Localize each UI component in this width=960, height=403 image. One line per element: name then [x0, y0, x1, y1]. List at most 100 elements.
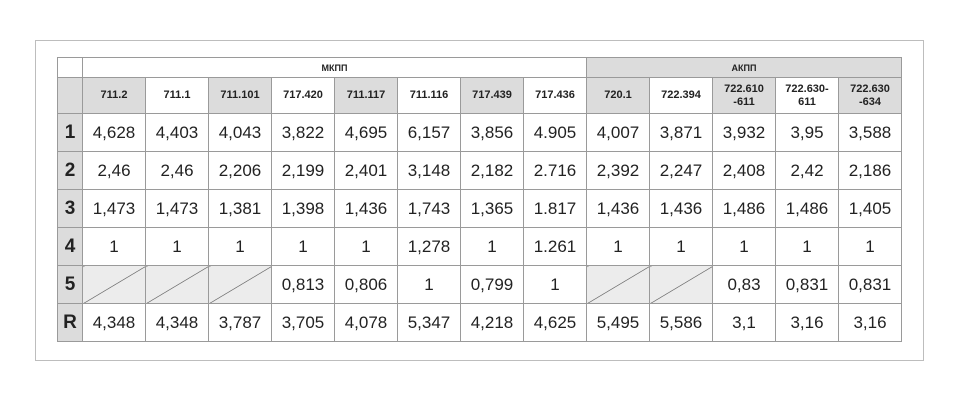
value-cell: 1 [397, 265, 461, 304]
value-cell: 3,871 [649, 113, 713, 152]
column-header: 711.101 [208, 77, 272, 114]
header-row: 711.2 711.1 711.101 717.420 711.117 711.116 71… [57, 77, 902, 114]
corner-cell [57, 77, 83, 114]
row-label: R [57, 303, 83, 342]
value-cell: 1.261 [523, 227, 587, 266]
value-cell: 4,348 [82, 303, 146, 342]
value-cell: 1 [775, 227, 839, 266]
value-cell: 1,473 [145, 189, 209, 228]
column-header: 711.117 [334, 77, 398, 114]
value-cell: 3,148 [397, 151, 461, 190]
value-cell: 5,586 [649, 303, 713, 342]
empty-cell [586, 265, 650, 304]
column-header: 711.1 [145, 77, 209, 114]
row-label: 5 [57, 265, 83, 304]
value-cell: 3,822 [271, 113, 335, 152]
column-header: 722.394 [649, 77, 713, 114]
value-cell: 1.817 [523, 189, 587, 228]
value-cell: 2,182 [460, 151, 524, 190]
value-cell: 1 [586, 227, 650, 266]
data-row: 5 0,813 0,806 1 0,799 1 0,83 0,831 0,831 [57, 265, 902, 304]
column-header: 722.610 -611 [712, 77, 776, 114]
empty-cell [649, 265, 713, 304]
column-header: 717.439 [460, 77, 524, 114]
gear-ratio-table: МКПП АКПП 711.2 711.1 711.101 717.420 711.117 7… [57, 57, 902, 342]
value-cell: 0,83 [712, 265, 776, 304]
value-cell: 0,806 [334, 265, 398, 304]
value-cell: 4,695 [334, 113, 398, 152]
value-cell: 2,46 [82, 151, 146, 190]
value-cell: 4,043 [208, 113, 272, 152]
value-cell: 2,206 [208, 151, 272, 190]
empty-cell [82, 265, 146, 304]
row-label: 1 [57, 113, 83, 152]
value-cell: 0,831 [775, 265, 839, 304]
value-cell: 4,218 [460, 303, 524, 342]
value-cell: 1,473 [82, 189, 146, 228]
value-cell: 2.716 [523, 151, 587, 190]
value-cell: 4,403 [145, 113, 209, 152]
row-label: 3 [57, 189, 83, 228]
row-label: 4 [57, 227, 83, 266]
value-cell: 1,436 [334, 189, 398, 228]
value-cell: 3,95 [775, 113, 839, 152]
column-header: 717.420 [271, 77, 335, 114]
value-cell: 1 [523, 265, 587, 304]
frame [35, 40, 924, 361]
value-cell: 4,007 [586, 113, 650, 152]
value-cell: 4,348 [145, 303, 209, 342]
value-cell: 4.905 [523, 113, 587, 152]
value-cell: 1 [838, 227, 902, 266]
column-header: 722.630- 611 [775, 77, 839, 114]
value-cell: 1 [271, 227, 335, 266]
value-cell: 0,813 [271, 265, 335, 304]
data-row: 2 2,46 2,46 2,206 2,199 2,401 3,148 2,182 2.716 2… [57, 151, 902, 190]
value-cell: 3,705 [271, 303, 335, 342]
value-cell: 4,628 [82, 113, 146, 152]
value-cell: 1,405 [838, 189, 902, 228]
value-cell: 1,486 [712, 189, 776, 228]
value-cell: 3,16 [775, 303, 839, 342]
column-header: 717.436 [523, 77, 587, 114]
value-cell: 3,1 [712, 303, 776, 342]
value-cell: 4,625 [523, 303, 587, 342]
value-cell: 1 [460, 227, 524, 266]
value-cell: 1,436 [586, 189, 650, 228]
value-cell: 2,247 [649, 151, 713, 190]
value-cell: 3,856 [460, 113, 524, 152]
value-cell: 0,831 [838, 265, 902, 304]
value-cell: 5,347 [397, 303, 461, 342]
row-label: 2 [57, 151, 83, 190]
empty-cell [208, 265, 272, 304]
column-header: 722.630 -634 [838, 77, 902, 114]
value-cell: 1,743 [397, 189, 461, 228]
value-cell: 2,392 [586, 151, 650, 190]
value-cell: 2,186 [838, 151, 902, 190]
empty-cell [145, 265, 209, 304]
value-cell: 1,436 [649, 189, 713, 228]
value-cell: 1 [712, 227, 776, 266]
value-cell: 1 [208, 227, 272, 266]
value-cell: 2,46 [145, 151, 209, 190]
group-row: МКПП АКПП [57, 57, 902, 78]
corner-cell [57, 57, 83, 78]
value-cell: 1,398 [271, 189, 335, 228]
value-cell: 3,787 [208, 303, 272, 342]
group-header: АКПП [586, 57, 902, 78]
data-row: 4 1 1 1 1 1 1,278 1 1.261 1 1 1 1 1 [57, 227, 902, 266]
value-cell: 2,199 [271, 151, 335, 190]
value-cell: 1,365 [460, 189, 524, 228]
column-header: 711.116 [397, 77, 461, 114]
value-cell: 1 [145, 227, 209, 266]
value-cell: 1,278 [397, 227, 461, 266]
value-cell: 1 [334, 227, 398, 266]
data-row: 1 4,628 4,403 4,043 3,822 4,695 6,157 3,856 4.90… [57, 113, 902, 152]
group-header: МКПП [82, 57, 587, 78]
column-header: 720.1 [586, 77, 650, 114]
data-row: 3 1,473 1,473 1,381 1,398 1,436 1,743 1,365 1.81… [57, 189, 902, 228]
value-cell: 3,16 [838, 303, 902, 342]
value-cell: 5,495 [586, 303, 650, 342]
value-cell: 1 [82, 227, 146, 266]
value-cell: 2,401 [334, 151, 398, 190]
